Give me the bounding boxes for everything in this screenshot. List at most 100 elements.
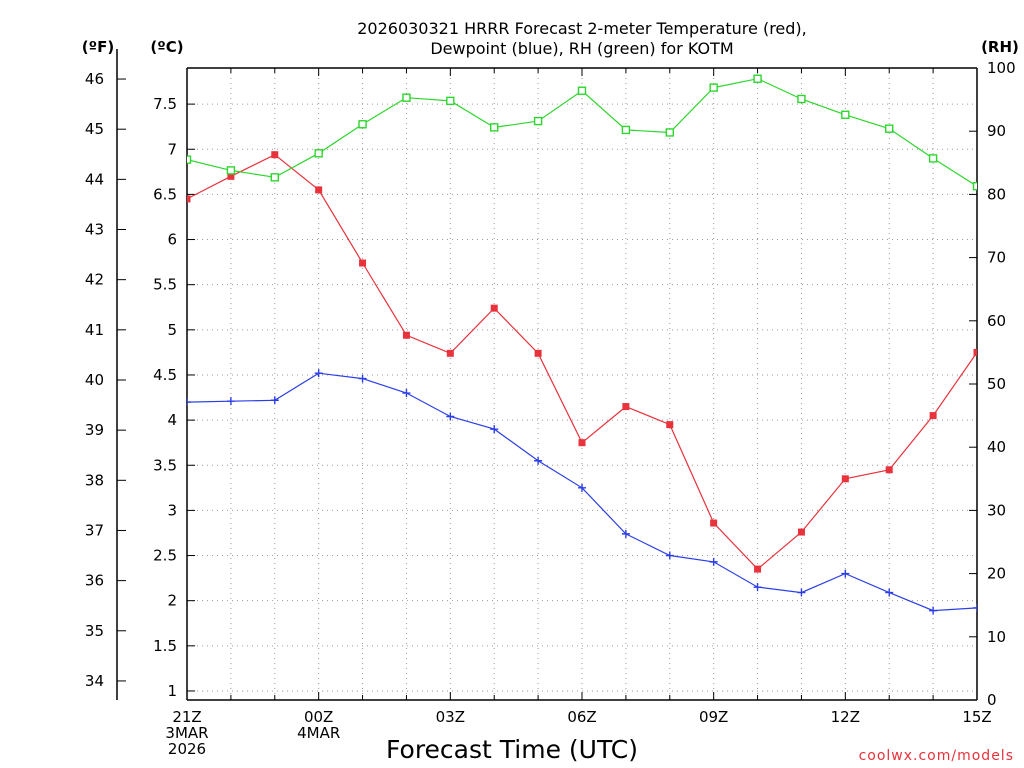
dewpoint-point xyxy=(446,412,455,421)
dewpoint-point xyxy=(578,483,586,492)
x-tick-label: 09Z xyxy=(699,708,728,726)
rh-point xyxy=(187,155,192,164)
fahrenheit-tick-label: 38 xyxy=(85,471,104,489)
celsius-tick-label: 3.5 xyxy=(153,456,177,474)
rh-tick-label: 50 xyxy=(987,375,1006,393)
rh-tick-label: 40 xyxy=(987,438,1006,456)
celsius-tick-label: 6.5 xyxy=(153,185,177,203)
fahrenheit-tick-label: 36 xyxy=(85,572,104,590)
rh-point xyxy=(490,123,499,132)
temperature-point xyxy=(929,412,937,420)
x-tick-label: 15Z xyxy=(962,708,991,726)
rh-tick-label: 70 xyxy=(987,249,1006,267)
x-tick-label: 2026 xyxy=(168,740,206,758)
rh-point xyxy=(885,124,894,133)
rh-point xyxy=(226,166,236,175)
credit-text: coolwx.com/models xyxy=(859,748,1014,764)
grid xyxy=(187,68,977,700)
axes: 1 1.5 2 2.5 3 3.5 4 4.5 5 5.5 6 6.5 7 7.5 34 35 36 37 38 39… xyxy=(85,48,1016,758)
temperature-point xyxy=(885,466,893,474)
temperature-point xyxy=(973,348,977,356)
rh-point xyxy=(270,173,279,182)
x-tick-label: 03Z xyxy=(436,708,465,726)
dewpoint-point xyxy=(314,369,323,378)
x-axis-label: Forecast Time (UTC) xyxy=(386,735,638,764)
celsius-tick-label: 1 xyxy=(167,682,177,700)
dewpoint-point xyxy=(709,557,718,566)
x-tick-label: 21Z xyxy=(172,708,201,726)
rh-point xyxy=(358,120,367,129)
x-tick-label: 12Z xyxy=(831,708,860,726)
rh-point xyxy=(314,149,323,158)
temperature-series xyxy=(187,151,977,573)
celsius-tick-label: 1.5 xyxy=(153,637,177,655)
dewpoint-point xyxy=(187,398,191,407)
rh-point xyxy=(709,83,718,92)
temperature-point xyxy=(359,259,367,267)
celsius-tick-label: 5.5 xyxy=(153,276,177,294)
dewpoint-series xyxy=(187,369,977,615)
temperature-point xyxy=(534,349,542,357)
dewpoint-point xyxy=(534,456,543,465)
temperature-point xyxy=(402,331,410,339)
rh-tick-label: 0 xyxy=(987,691,997,709)
dewpoint-point xyxy=(270,396,279,405)
celsius-tick-label: 2.5 xyxy=(153,547,177,565)
x-tick-label: 00Z xyxy=(304,708,333,726)
celsius-tick-label: 5 xyxy=(167,321,177,339)
series-layer xyxy=(187,74,977,615)
dewpoint-point xyxy=(490,425,499,434)
temperature-point xyxy=(754,565,762,573)
chart-title-line-2: Dewpoint (blue), RH (green) for KOTM xyxy=(430,39,733,58)
dewpoint-point xyxy=(885,588,894,597)
rh-tick-label: 100 xyxy=(987,59,1016,77)
temperature-point xyxy=(187,195,191,203)
celsius-tick-label: 2 xyxy=(167,592,177,610)
temperature-point xyxy=(841,475,849,483)
rh-point xyxy=(972,181,977,191)
dewpoint-point xyxy=(621,529,630,538)
x-tick-label: 06Z xyxy=(567,708,596,726)
rh-point xyxy=(797,94,806,104)
rh-point xyxy=(402,93,411,102)
rh-tick-label: 20 xyxy=(987,565,1006,583)
rh-unit-label: (RH) xyxy=(981,38,1019,56)
celsius-tick-label: 4.5 xyxy=(153,366,177,384)
fahrenheit-tick-label: 43 xyxy=(85,221,104,239)
fahrenheit-tick-label: 37 xyxy=(85,521,104,539)
fahrenheit-tick-label: 35 xyxy=(85,622,104,640)
x-tick-label: 4MAR xyxy=(297,724,340,742)
temperature-point xyxy=(710,519,718,527)
rh-tick-label: 60 xyxy=(987,312,1006,330)
fahrenheit-tick-label: 39 xyxy=(85,421,104,439)
celsius-unit-label: (ºC) xyxy=(150,38,183,56)
dewpoint-point xyxy=(358,374,367,383)
x-tick-label: 3MAR xyxy=(165,724,208,742)
dewpoint-point xyxy=(973,603,977,612)
fahrenheit-tick-label: 40 xyxy=(85,371,104,389)
chart-title-line-1: 2026030321 HRRR Forecast 2-meter Tempera… xyxy=(357,19,807,38)
rh-series xyxy=(187,74,977,191)
fahrenheit-tick-label: 41 xyxy=(85,321,104,339)
temperature-point xyxy=(227,172,235,180)
temperature-point xyxy=(271,151,279,159)
rh-point xyxy=(928,154,938,163)
rh-tick-label: 90 xyxy=(987,122,1006,140)
temperature-point xyxy=(666,421,674,429)
rh-point xyxy=(533,116,543,126)
rh-point xyxy=(753,74,762,83)
temperature-line xyxy=(187,153,977,570)
celsius-tick-label: 6 xyxy=(167,231,177,249)
dewpoint-point xyxy=(665,551,674,560)
rh-point xyxy=(621,125,631,135)
dewpoint-point xyxy=(841,569,850,578)
temperature-point xyxy=(315,186,323,194)
celsius-tick-label: 4 xyxy=(167,411,177,429)
rh-tick-label: 80 xyxy=(987,185,1006,203)
rh-point xyxy=(577,86,587,95)
fahrenheit-tick-label: 44 xyxy=(85,170,104,188)
celsius-tick-label: 3 xyxy=(167,501,177,519)
celsius-tick-label: 7.5 xyxy=(153,95,177,113)
celsius-tick-label: 7 xyxy=(167,140,177,158)
